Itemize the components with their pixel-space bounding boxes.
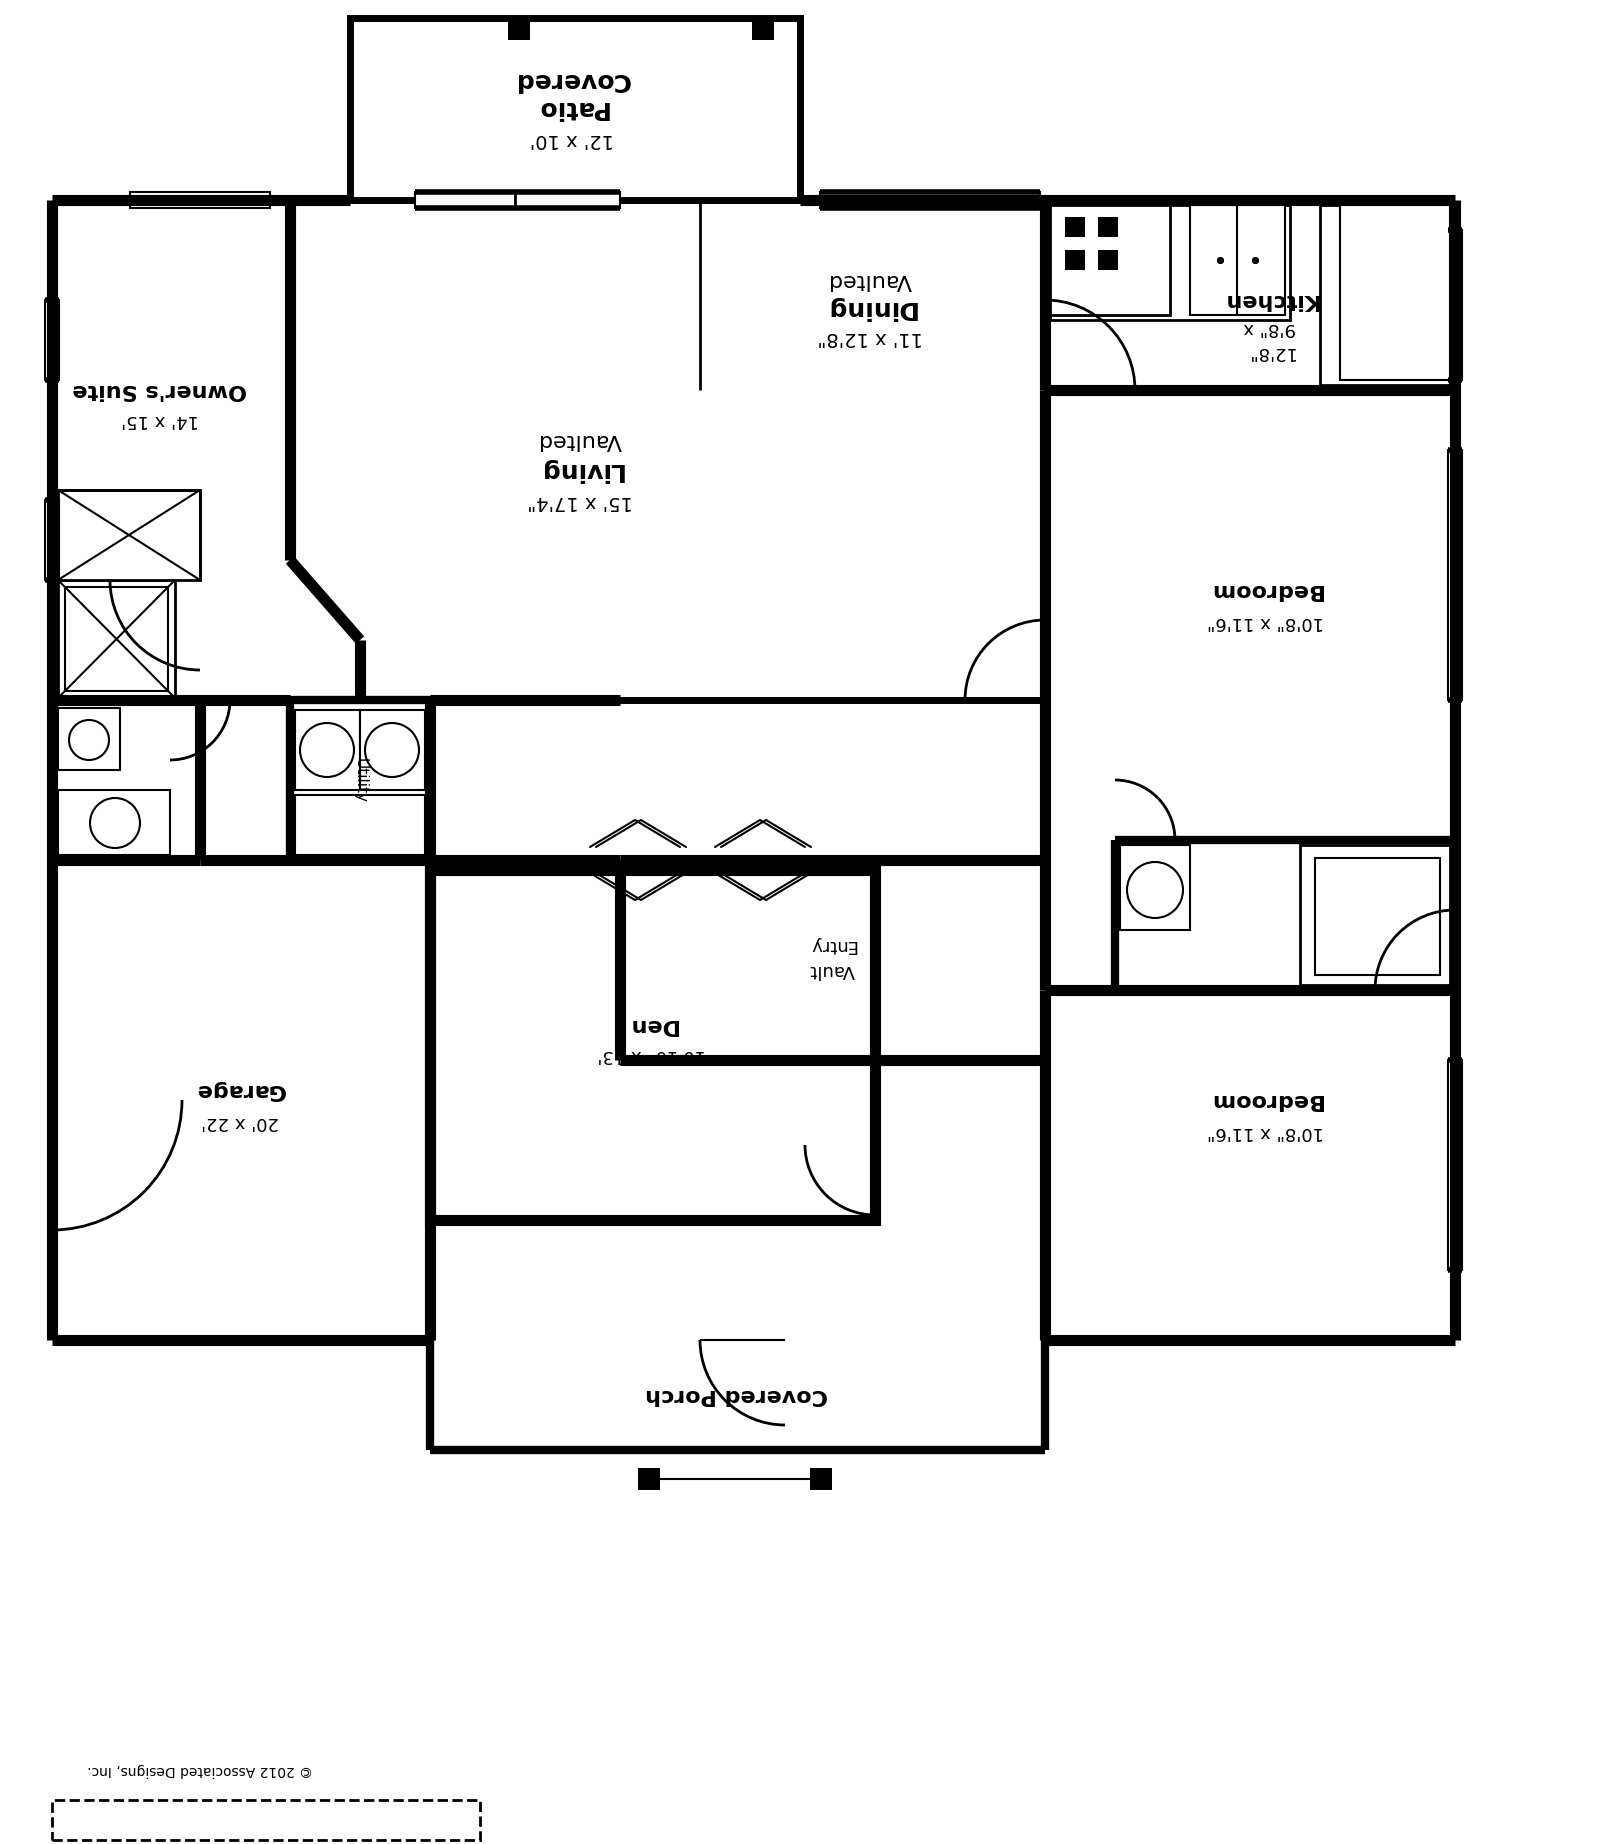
Text: Living: Living [538,457,622,481]
Text: Garage: Garage [195,1081,285,1101]
Text: Bedroom: Bedroom [1208,1090,1322,1110]
Text: Covered: Covered [514,68,630,92]
Bar [294,795,426,856]
Text: Vault: Vault [810,961,854,979]
Bar [1448,1060,1462,1271]
Bar [45,301,59,380]
Bar [51,1800,480,1840]
Bar [350,18,800,199]
Bar [1120,845,1190,929]
Text: Entry: Entry [808,937,856,953]
Bar [1050,205,1170,315]
Bar [290,701,430,859]
Text: 20' x 22': 20' x 22' [202,1114,278,1130]
Bar [430,870,875,1221]
Text: Vaulted: Vaulted [538,430,622,450]
Text: 15' x 17'4": 15' x 17'4" [526,492,634,511]
Bar [1315,857,1440,975]
Text: 12' x 10': 12' x 10' [530,131,614,149]
Bar [1066,218,1085,238]
Bar [1098,251,1118,269]
Bar [58,491,200,581]
Text: Vaulted: Vaulted [829,269,912,290]
Bar [1448,450,1462,701]
Bar [1341,199,1450,380]
Bar [1098,218,1118,238]
Bar [58,581,174,699]
Bar [752,18,774,41]
Text: 9'8" x: 9'8" x [1243,319,1296,337]
Text: 10'10" x 13': 10'10" x 13' [598,1046,706,1064]
Bar [130,192,270,208]
Text: 10'8" x 11'6": 10'8" x 11'6" [1206,612,1323,631]
Bar [294,710,360,789]
Bar [819,192,1040,208]
Text: 10'8" x 11'6": 10'8" x 11'6" [1206,1123,1323,1141]
Bar [66,586,168,692]
Text: Kitchen: Kitchen [1222,290,1318,310]
Bar [638,1468,661,1490]
Bar [1050,205,1290,321]
Text: Patio: Patio [536,96,608,120]
Text: 14' x 15': 14' x 15' [122,411,198,430]
Bar [58,789,170,856]
Bar [1066,251,1085,269]
Bar [45,500,59,581]
Bar [1190,205,1285,315]
Text: Dining: Dining [824,297,915,321]
Text: 11' x 12'8": 11' x 12'8" [818,328,923,347]
Text: Den: Den [627,1014,677,1034]
Text: Covered Porch: Covered Porch [645,1385,829,1405]
Text: Utility: Utility [352,758,368,802]
Bar [810,1468,832,1490]
Bar [1299,845,1450,985]
Bar [509,18,530,41]
Bar [1320,205,1450,385]
Text: Bedroom: Bedroom [1208,581,1322,599]
Bar [414,192,621,208]
Bar [1448,230,1462,380]
Bar [58,708,120,771]
Text: 12'8": 12'8" [1246,343,1294,361]
Text: © 2012 Associated Designs, Inc.: © 2012 Associated Designs, Inc. [86,1763,314,1778]
Text: Owner's Suite: Owner's Suite [72,380,248,400]
Bar [360,710,426,789]
